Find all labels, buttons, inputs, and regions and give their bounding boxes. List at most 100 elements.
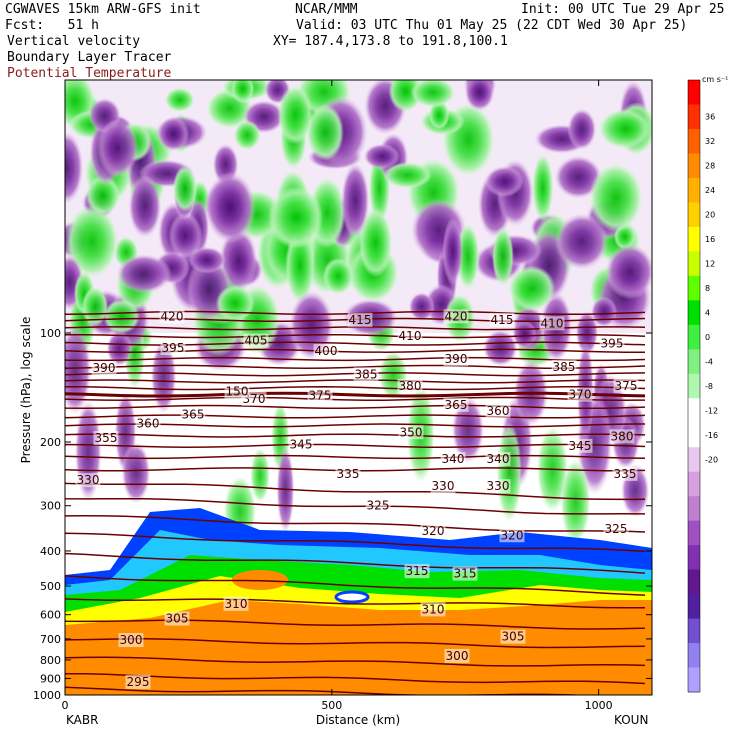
endpoint-right: KOUN — [614, 713, 648, 727]
colorbar-label: 32 — [705, 137, 715, 146]
bl-white-pocket — [334, 590, 370, 604]
theta-label: 310 — [225, 597, 248, 611]
theta-label: 340 — [487, 452, 510, 466]
theta-label-bg — [91, 361, 117, 376]
forecast-hour: Fcst: 51 h — [5, 18, 99, 33]
theta-label-bg — [125, 674, 151, 689]
w-cell — [567, 108, 597, 150]
theta-contour — [65, 598, 646, 609]
colorbar-label: 24 — [705, 186, 715, 195]
valid-time: Valid: 03 UTC Thu 01 May 25 (22 CDT Wed … — [296, 18, 688, 33]
theta-label-bg — [420, 602, 446, 617]
colorbar-swatch — [688, 496, 700, 522]
theta-contour — [65, 341, 646, 346]
colorbar-label: 4 — [705, 309, 710, 318]
theta-contour — [65, 497, 646, 515]
model-title: CGWAVES 15km ARW-GFS init — [5, 2, 201, 17]
theta-label-bg — [243, 333, 269, 348]
colorbar-swatch — [688, 300, 700, 326]
w-cell — [250, 447, 270, 503]
theta-label-bg — [485, 452, 511, 467]
colorbar-swatch — [688, 618, 700, 644]
w-cell — [128, 174, 162, 238]
y-axis-ticks: 100 200 300 400 500 600 700 800 900 1000 — [33, 327, 652, 702]
init-time: Init: 00 UTC Tue 29 Apr 25 — [521, 2, 725, 17]
theta-label: 390 — [445, 352, 468, 366]
theta-label-bg — [404, 564, 430, 579]
theta-label-bg — [420, 523, 446, 538]
theta-contour — [65, 619, 646, 630]
theta-contour — [65, 532, 646, 553]
colorbar-swatch — [688, 349, 700, 375]
theta-label-bg — [118, 633, 144, 648]
theta-label: 410 — [399, 329, 422, 343]
theta-labels: 420 415 420 415 410 410 405 400 395 395 390 390 385 3… — [75, 309, 639, 689]
bl-orange-layer — [65, 600, 652, 695]
cross-section-xy: XY= 187.4,173.8 to 191.8,100.1 — [273, 34, 508, 49]
colorbar-swatch — [688, 643, 700, 669]
w-cell — [121, 441, 151, 504]
colorbar-label: -8 — [705, 382, 713, 391]
colorbar-swatch — [688, 275, 700, 301]
w-cell — [204, 171, 256, 244]
theta-label: 415 — [349, 313, 372, 327]
colorbar-swatch — [688, 520, 700, 546]
theta-label: 320 — [422, 524, 445, 538]
theta-label: 415 — [491, 313, 514, 327]
w-cell — [277, 85, 313, 145]
theta-label-bg — [307, 388, 333, 403]
theta-contour — [65, 414, 646, 419]
theta-label-bg — [452, 566, 478, 581]
theta-contour — [65, 364, 646, 369]
theta-contour — [65, 686, 591, 695]
w-cell — [116, 254, 172, 294]
theta-label: 335 — [337, 467, 360, 481]
w-cell — [508, 265, 556, 312]
theta-label: 350 — [400, 425, 423, 439]
org-label: NCAR/MMM — [295, 2, 358, 17]
y-tick-label: 100 — [40, 327, 61, 340]
field-vertical-velocity: Vertical velocity — [7, 34, 141, 49]
theta-contour — [65, 638, 646, 649]
w-cell — [106, 330, 133, 367]
theta-label-bg — [288, 437, 314, 452]
plot-field: 420 415 420 415 410 410 405 400 395 395 390 390 385 3… — [65, 80, 652, 695]
theta-label-bg — [440, 452, 466, 467]
theta-label-bg — [613, 378, 639, 393]
w-cell — [492, 226, 514, 287]
theta-label: 405 — [245, 334, 268, 348]
theta-label: 320 — [501, 528, 524, 542]
field-bl-tracer: Boundary Layer Tracer — [7, 50, 172, 65]
theta-label-bg — [223, 596, 249, 611]
colorbar-swatch — [688, 373, 700, 399]
w-cell — [168, 212, 203, 259]
theta-label: 330 — [432, 479, 455, 493]
theta-label-bg — [164, 611, 190, 626]
theta-label: 395 — [162, 341, 185, 355]
w-cell — [512, 320, 537, 349]
y-tick-label: 800 — [40, 654, 61, 667]
w-cell — [341, 162, 370, 239]
theta-label-bg — [539, 316, 565, 331]
w-cell — [97, 118, 139, 178]
w-cell — [65, 205, 119, 278]
theta-label: 395 — [601, 337, 624, 351]
w-cell — [560, 458, 591, 545]
theta-label-bg — [335, 466, 361, 481]
colorbar: 36 32 28 24 20 16 12 8 4 0 -4 -8 -12 -16 -20 — [687, 79, 718, 693]
theta-label: 300 — [120, 633, 143, 647]
theta-contour — [65, 310, 646, 316]
colorbar-label: -12 — [705, 406, 718, 415]
y-tick-label: 200 — [40, 436, 61, 449]
w-cell — [485, 165, 524, 197]
colorbar-label: 12 — [705, 260, 715, 269]
theta-label-bg — [397, 378, 423, 393]
theta-label: 325 — [367, 499, 390, 513]
x-tick-label: 500 — [321, 699, 342, 712]
colorbar-label: 36 — [705, 113, 715, 122]
colorbar-label: 16 — [705, 235, 715, 244]
x-tick-label: 0 — [62, 699, 69, 712]
theta-label: 365 — [445, 398, 468, 412]
theta-contour — [65, 391, 646, 398]
